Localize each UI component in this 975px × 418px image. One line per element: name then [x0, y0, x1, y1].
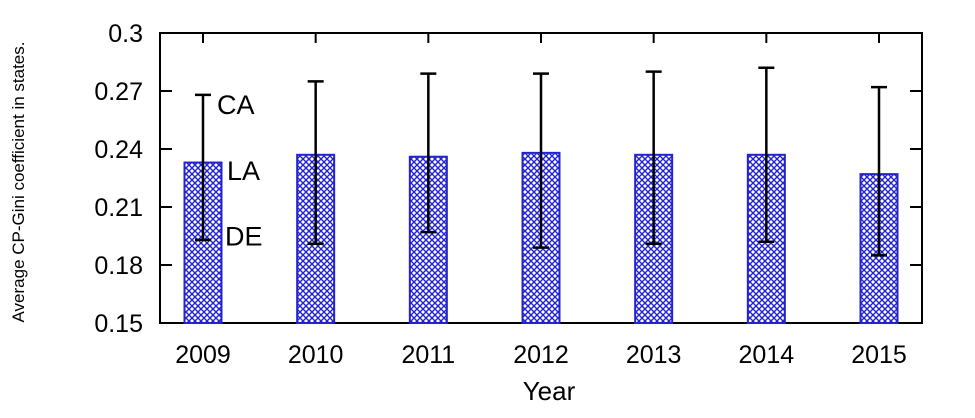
- y-axis-label: Average CP-Gini coefficient in states.: [9, 42, 28, 323]
- x-tick-label: 2009: [175, 341, 231, 369]
- plot-area: 0.3 0.27 0.24 0.21 0.18 0.15 2009 2010 2011 2012 2…: [94, 20, 923, 369]
- y-tick-label: 0.24: [94, 136, 143, 164]
- annotation-de: DE: [225, 222, 263, 252]
- x-tick-label: 2012: [513, 341, 569, 369]
- x-axis-label: Year: [523, 376, 576, 406]
- y-tick-label: 0.18: [94, 252, 143, 280]
- x-tick-label: 2010: [288, 341, 344, 369]
- x-tick-label: 2015: [851, 341, 907, 369]
- y-tick-label: 0.21: [94, 194, 143, 222]
- annotation-ca: CA: [217, 90, 255, 120]
- x-tick-label: 2013: [626, 341, 682, 369]
- x-tick-label: 2011: [401, 341, 455, 369]
- y-tick-label: 0.15: [94, 310, 143, 338]
- y-tick-label: 0.3: [108, 20, 143, 48]
- annotation-la: LA: [227, 156, 260, 186]
- x-tick-label: 2014: [739, 341, 795, 369]
- y-tick-label: 0.27: [94, 78, 143, 106]
